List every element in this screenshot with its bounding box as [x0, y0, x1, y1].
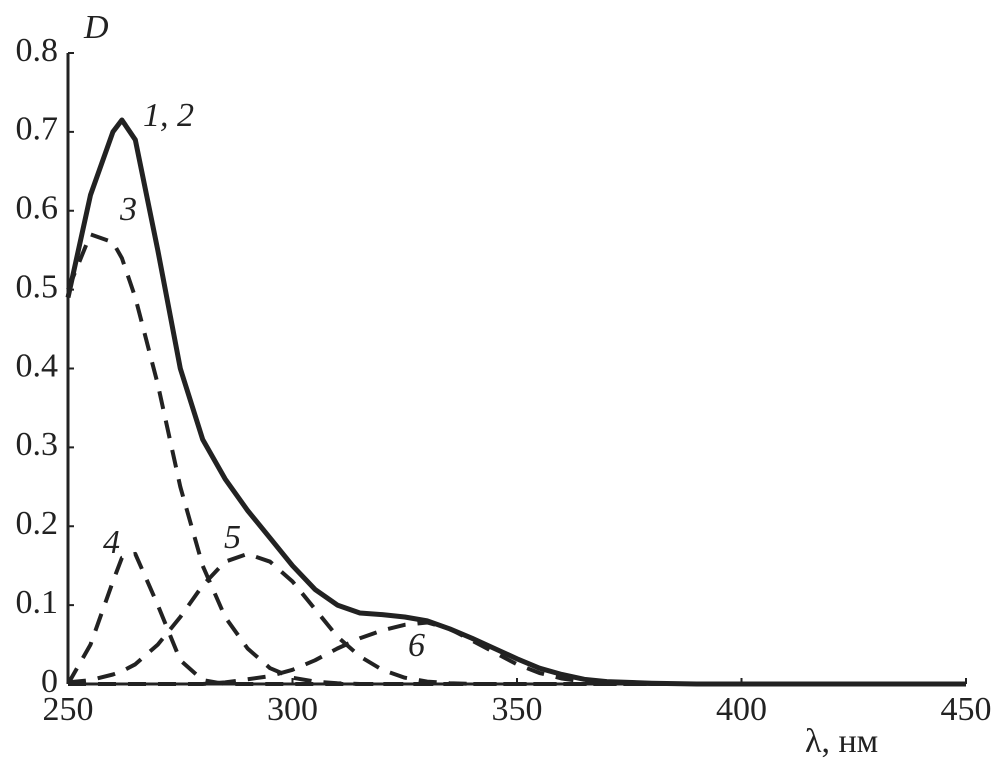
series-label: 1, 2 — [143, 97, 194, 134]
series-line — [66, 232, 966, 686]
series-line — [65, 117, 966, 687]
x-axis-label: λ, нм — [805, 723, 878, 760]
series-label: 6 — [408, 627, 425, 664]
y-tick-label: 0 — [41, 663, 58, 700]
series-line — [68, 620, 966, 686]
x-tick-label: 250 — [43, 691, 94, 728]
series-line — [66, 551, 966, 686]
y-tick-label: 0.8 — [16, 32, 59, 69]
series-label: 3 — [119, 191, 137, 228]
y-tick-label: 0.1 — [16, 584, 59, 621]
series-line — [67, 551, 966, 686]
y-tick-label: 0.6 — [16, 190, 59, 227]
y-tick-label: 0.2 — [16, 505, 59, 542]
y-tick-label: 0.5 — [16, 268, 59, 305]
x-tick-label: 350 — [492, 691, 543, 728]
y-tick-label: 0.4 — [16, 347, 59, 384]
x-tick-label: 450 — [941, 691, 992, 728]
y-tick-label: 0.7 — [16, 111, 59, 148]
y-tick-label: 0.3 — [16, 426, 59, 463]
x-tick-label: 400 — [716, 691, 767, 728]
x-tick-label: 300 — [267, 691, 318, 728]
series-label: 5 — [224, 519, 241, 556]
y-axis-label: D — [83, 9, 109, 46]
series-label: 4 — [103, 524, 120, 561]
